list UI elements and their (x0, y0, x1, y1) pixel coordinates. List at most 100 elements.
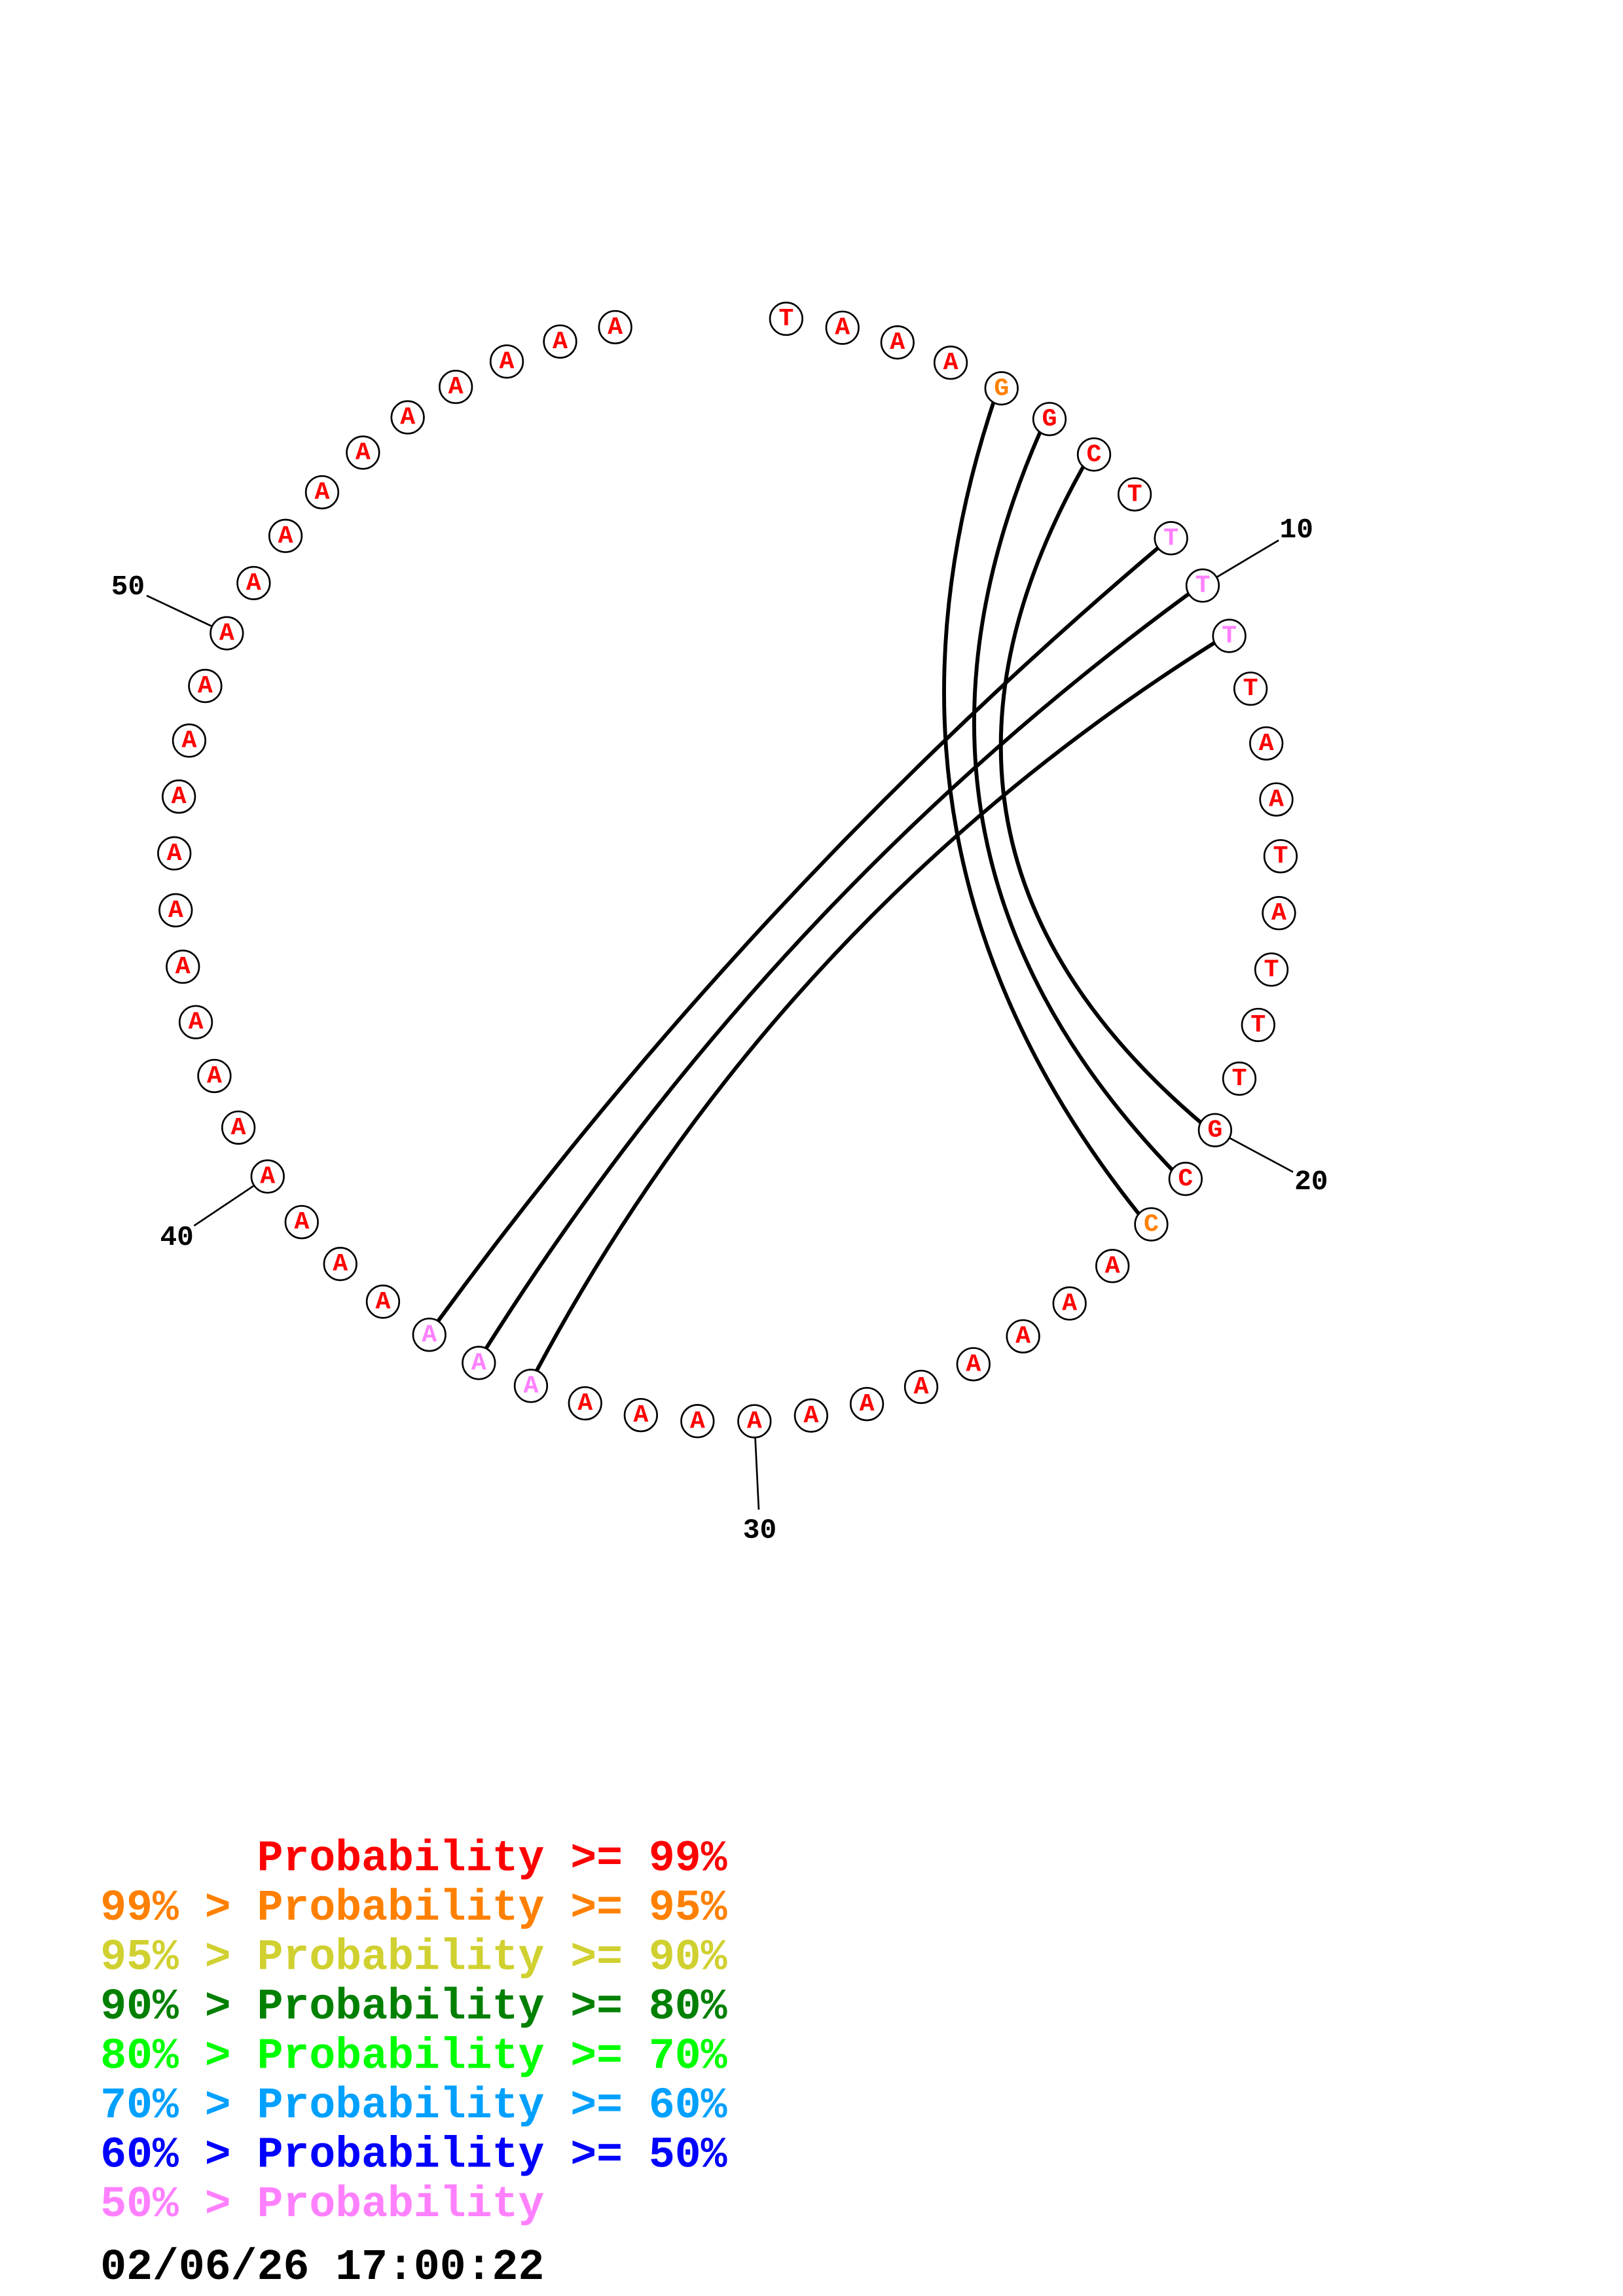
nucleotide: A (747, 1407, 762, 1435)
nucleotide: A (246, 569, 261, 598)
pair-arc (436, 546, 1159, 1323)
nucleotide-circle (390, 400, 425, 435)
nucleotide-circle (178, 1005, 213, 1039)
nucleotide-circle (793, 1398, 829, 1433)
tick-line (193, 1185, 255, 1227)
nucleotide: T (1222, 622, 1237, 651)
nucleotide: A (890, 328, 905, 357)
nucleotide: A (500, 347, 515, 376)
nucleotide: T (1231, 1064, 1247, 1093)
nucleotide: A (608, 313, 623, 342)
nucleotide-circle (489, 344, 524, 379)
nucleotide: T (1273, 842, 1288, 870)
tick-label: 20 (1294, 1166, 1328, 1198)
timestamp: 02/06/26 17:00:22 (100, 2243, 544, 2292)
legend-line: 95% > Probability >= 90% (100, 1933, 727, 1982)
nucleotide: T (778, 304, 793, 333)
legend-line: 50% > Probability (100, 2180, 544, 2229)
nucleotide-circle (188, 668, 223, 704)
nucleotide-circle (1233, 672, 1268, 706)
tick-line (146, 594, 213, 628)
nucleotide-circle (250, 1159, 285, 1194)
pair-arc (484, 592, 1190, 1350)
pair-arc (942, 401, 1140, 1215)
nucleotide-circle (1032, 402, 1067, 437)
tick-label: 30 (743, 1515, 776, 1547)
nucleotide-circle (210, 616, 244, 651)
nucleotide-circle (623, 1397, 658, 1433)
nucleotide-circle (1076, 437, 1112, 472)
nucleotide: G (994, 374, 1009, 403)
nucleotides: T AAAGGCTTTTTAATATTTGCCAAAAAAAAAAAAAAAAAA… (157, 301, 1298, 1439)
nucleotide-circle (1168, 1162, 1203, 1196)
nucleotide-circle (1095, 1249, 1130, 1283)
nucleotide-circle (880, 325, 915, 360)
nucleotide: G (1042, 404, 1057, 433)
nucleotide: A (1105, 1251, 1120, 1280)
nucleotide-circle (304, 475, 340, 510)
nucleotide-circle (1222, 1061, 1257, 1096)
tick-label: 10 (1280, 514, 1313, 546)
nucleotide: A (198, 672, 213, 700)
nucleotide: A (523, 1371, 538, 1400)
nucleotide-circle (1241, 1007, 1275, 1043)
pair-arc (535, 641, 1216, 1372)
nucleotide-circle (1254, 952, 1289, 987)
legend-line: 60% > Probability >= 50% (100, 2131, 727, 2180)
nucleotide: A (690, 1407, 705, 1435)
nucleotide-circle (933, 346, 968, 380)
nucleotide-circle (462, 1346, 496, 1380)
nucleotide-circle (323, 1247, 357, 1282)
pair-arc (972, 431, 1174, 1172)
nucleotide-circle (172, 723, 207, 758)
nucleotide: A (356, 439, 371, 467)
nucleotide-circle (598, 310, 632, 344)
position-ticks: 10 20 30 40 50 (111, 514, 1328, 1547)
nucleotide: A (577, 1389, 593, 1418)
nucleotide: A (860, 1390, 875, 1418)
nucleotide: A (553, 327, 568, 356)
nucleotide: A (1271, 899, 1286, 927)
nucleotide: T (1250, 1011, 1266, 1039)
legend-line: 90% > Probability >= 80% (100, 1982, 727, 2032)
nucleotide-circle (162, 779, 196, 814)
nucleotide-circle (1154, 521, 1188, 556)
nucleotide-circle (1262, 896, 1296, 931)
nucleotide: A (422, 1320, 437, 1349)
nucleotide: A (448, 372, 464, 401)
nucleotide: G (1207, 1116, 1222, 1145)
nucleotide-circle (984, 371, 1019, 406)
nucleotide: A (260, 1162, 275, 1191)
legend: Probability >= 99%99% > Probability >= 9… (100, 1835, 727, 2229)
nucleotide: A (1015, 1322, 1030, 1351)
nucleotide: A (1269, 785, 1284, 814)
nucleotide: A (914, 1372, 929, 1401)
nucleotide-circle (221, 1110, 256, 1145)
nucleotide-circle (197, 1058, 232, 1094)
nucleotide-circle (166, 949, 200, 984)
nucleotide: T (1243, 674, 1258, 703)
nucleotide-circle (1134, 1207, 1169, 1242)
nucleotide: A (943, 348, 958, 377)
nucleotide: A (278, 522, 293, 550)
nucleotide: A (167, 839, 182, 868)
nucleotide: T (1264, 955, 1279, 984)
nucleotide-circle (1197, 1113, 1232, 1147)
nucleotide-circle (1006, 1319, 1040, 1354)
nucleotide: A (314, 478, 329, 507)
nucleotide: T (1127, 480, 1142, 509)
nucleotide-circle (412, 1318, 447, 1352)
nucleotide: A (172, 782, 187, 811)
legend-line: 70% > Probability >= 60% (100, 2081, 727, 2130)
nucleotide: A (966, 1350, 981, 1378)
legend-line: 80% > Probability >= 70% (100, 2032, 727, 2081)
nucleotide: A (175, 952, 191, 981)
nucleotide: A (294, 1208, 309, 1236)
legend-line: Probability >= 99% (257, 1835, 727, 1884)
pair-arcs (436, 401, 1216, 1372)
nucleotide: A (633, 1401, 648, 1429)
nucleotide-circle (825, 310, 860, 345)
nucleotide-circle (365, 1284, 401, 1319)
nucleotide-circle (1185, 568, 1220, 603)
